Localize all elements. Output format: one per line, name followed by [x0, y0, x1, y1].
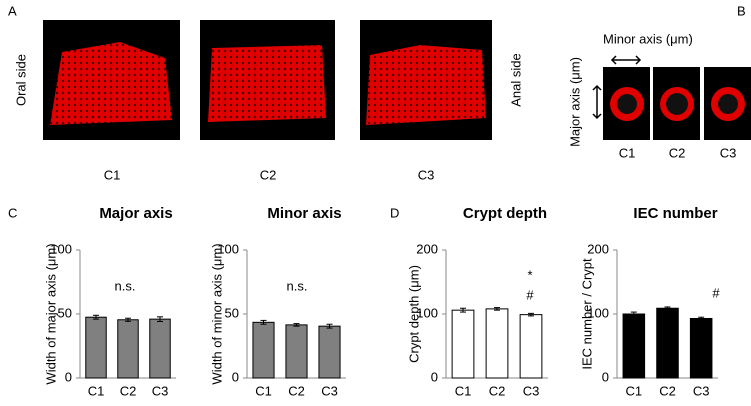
crypt-image	[603, 67, 650, 140]
annotation: *	[527, 267, 532, 282]
x-tick-label: C3	[321, 383, 338, 398]
arrow	[592, 55, 642, 120]
side-label: Anal side	[508, 53, 523, 106]
y-axis-label: IEC number / Crypt	[579, 258, 594, 370]
y-tick-label: 100	[416, 305, 438, 320]
image-label: C2	[669, 145, 686, 160]
y-tick-label: 200	[416, 241, 438, 256]
error-bar	[260, 319, 267, 325]
y-tick-label: 100	[587, 305, 609, 320]
bar	[117, 319, 139, 379]
x-tick-label: C3	[523, 383, 540, 398]
bar	[85, 316, 107, 379]
bar	[622, 313, 646, 379]
chart-title: Major axis	[99, 205, 172, 222]
y-tick-label: 200	[587, 241, 609, 256]
error-bar	[528, 312, 534, 317]
image-label: C3	[720, 145, 737, 160]
image-label: C1	[104, 167, 121, 182]
y-axis-label: Crypt depth (μm)	[406, 265, 421, 363]
axis-label: Major axis (μm)	[567, 57, 582, 147]
surface-image	[200, 20, 335, 140]
y-tick-label: 0	[431, 369, 438, 384]
error-bar	[125, 317, 131, 322]
x-tick-label: C2	[489, 383, 506, 398]
y-axis-label: Width of minor axis (μm)	[209, 243, 224, 384]
y-tick-label: 100	[217, 241, 239, 256]
y-tick-label: 0	[602, 369, 609, 384]
panel-label: D	[390, 205, 399, 220]
side-label: Oral side	[13, 54, 28, 106]
error-bar	[293, 323, 300, 327]
bar	[689, 317, 713, 379]
x-tick-label: C3	[693, 383, 710, 398]
error-bar	[494, 307, 500, 311]
error-bar	[630, 311, 637, 317]
panel-label: A	[8, 3, 17, 18]
x-tick-label: C1	[255, 383, 272, 398]
error-bar	[157, 316, 163, 322]
chart-title: Crypt depth	[463, 205, 547, 222]
annotation: n.s.	[115, 278, 136, 293]
bar	[519, 314, 543, 379]
error-bar	[93, 314, 99, 320]
x-tick-label: C2	[288, 383, 305, 398]
bar	[318, 325, 341, 379]
bar	[285, 324, 308, 379]
error-bar	[460, 307, 466, 313]
y-tick-label: 100	[50, 241, 72, 256]
bar	[656, 307, 679, 379]
x-tick-label: C2	[659, 383, 676, 398]
x-tick-label: C1	[88, 383, 105, 398]
bar	[451, 309, 475, 379]
annotation: n.s.	[287, 278, 308, 293]
y-tick-label: 0	[232, 369, 239, 384]
error-bar	[326, 323, 333, 329]
x-tick-label: C1	[626, 383, 643, 398]
chart-title: Minor axis	[267, 205, 341, 222]
chart-title: IEC number	[633, 205, 717, 222]
y-tick-label: 0	[65, 369, 72, 384]
image-label: C1	[619, 145, 636, 160]
axis-label: Minor axis (μm)	[603, 31, 693, 46]
image-label: C3	[418, 167, 435, 182]
annotation: #	[712, 285, 720, 300]
image-label: C2	[260, 167, 277, 182]
bar	[485, 308, 509, 379]
y-tick-label: 50	[58, 305, 72, 320]
crypt-image	[704, 67, 751, 140]
y-axis-label: Width of major axis (μm)	[43, 243, 58, 384]
panel-label: B	[737, 3, 746, 18]
surface-image	[360, 20, 492, 140]
y-tick-label: 50	[225, 305, 239, 320]
x-tick-label: C1	[455, 383, 472, 398]
panel-label: C	[8, 205, 17, 220]
x-tick-label: C2	[120, 383, 137, 398]
bar	[252, 321, 275, 379]
error-bar	[664, 306, 671, 311]
crypt-image	[653, 67, 700, 140]
surface-image	[43, 20, 180, 140]
error-bar	[698, 316, 705, 321]
bar	[149, 318, 171, 379]
annotation: #	[526, 287, 534, 302]
x-tick-label: C3	[152, 383, 169, 398]
